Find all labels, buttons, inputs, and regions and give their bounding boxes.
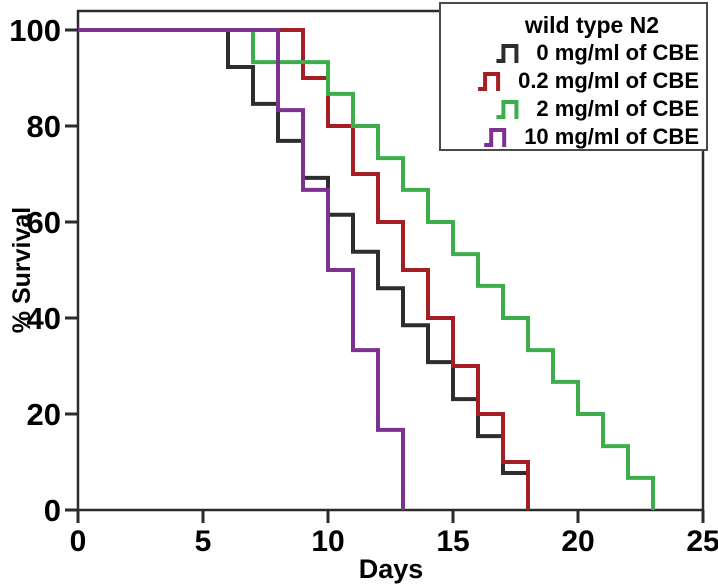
y-tick-label: 100: [9, 13, 61, 48]
legend-item: 0.2 mg/ml of CBE: [478, 68, 699, 93]
y-tick-label: 80: [27, 109, 61, 144]
legend-item: 10 mg/ml of CBE: [484, 124, 699, 149]
legend-item-label: 0 mg/ml of CBE: [536, 40, 699, 65]
axis-ticks: 0 5 10 15 20 25 0 20 40 60 80 100: [9, 13, 718, 558]
legend-step-icon: [484, 128, 507, 147]
legend-item: 0 mg/ml of CBE: [496, 40, 699, 65]
legend-step-icon: [496, 44, 519, 63]
legend-step-icon: [478, 72, 501, 91]
x-axis-label: Days: [359, 554, 424, 584]
x-tick-label: 0: [70, 525, 87, 558]
x-tick-label: 5: [195, 525, 212, 558]
series-curve-2: [78, 28, 655, 510]
legend: wild type N2 0 mg/ml of CBE 0.2 mg/ml of …: [439, 2, 708, 151]
y-axis-label: % Survival: [8, 207, 36, 333]
series-curve-3: [78, 28, 405, 510]
legend-items: 0 mg/ml of CBE 0.2 mg/ml of CBE 2 mg/ml of…: [478, 40, 699, 149]
legend-step-icon: [496, 100, 519, 119]
y-tick-label: 60: [27, 205, 61, 240]
series-curve-0: [78, 28, 530, 510]
legend-item-label: 0.2 mg/ml of CBE: [518, 68, 699, 93]
legend-title: wild type N2: [524, 12, 659, 38]
legend-item-label: 2 mg/ml of CBE: [536, 96, 699, 121]
legend-item-label: 10 mg/ml of CBE: [524, 124, 699, 149]
x-tick-label: 20: [561, 525, 594, 558]
x-tick-label: 10: [311, 525, 344, 558]
y-tick-label: 20: [27, 397, 61, 432]
survival-curves: [78, 28, 655, 510]
plot-frame: [76, 9, 705, 512]
x-tick-label: 15: [436, 525, 469, 558]
y-tick-label: 0: [44, 493, 61, 528]
legend-item: 2 mg/ml of CBE: [496, 96, 699, 121]
y-tick-label: 40: [27, 301, 61, 336]
x-tick-label: 25: [686, 525, 718, 558]
